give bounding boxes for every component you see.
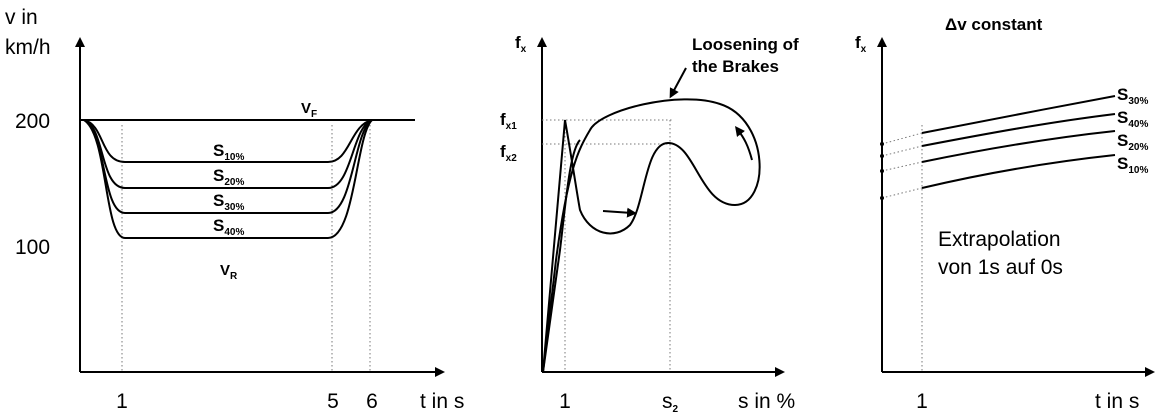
curve-label: S20%	[1117, 131, 1148, 153]
extrapolation	[881, 132, 923, 145]
note: von 1s auf 0s	[938, 256, 1063, 279]
curve-label: S30%	[1117, 85, 1148, 107]
v-f-label: VF	[301, 100, 317, 120]
note: Extrapolation	[938, 228, 1061, 251]
extrapolation	[881, 161, 923, 172]
curve-label: S10%	[213, 141, 244, 163]
x-tick: 5	[327, 390, 339, 413]
extrapolation	[881, 187, 923, 199]
point	[880, 196, 884, 200]
curve-label: S30%	[213, 191, 244, 213]
x-tick: 1	[559, 390, 571, 413]
annotation: Loosening of	[692, 35, 799, 54]
curve-label: S20%	[213, 166, 244, 188]
point	[880, 154, 884, 158]
arrow	[602, 207, 637, 218]
y-tick: 100	[15, 236, 50, 259]
y-label: v in	[5, 6, 38, 29]
v-r-label: VR	[220, 262, 238, 282]
y-label: fx	[515, 33, 527, 55]
x-label: s in %	[738, 390, 795, 413]
curve	[83, 119, 373, 214]
y-label: km/h	[5, 36, 51, 59]
curve	[921, 154, 1116, 189]
point	[880, 142, 884, 146]
point	[880, 169, 884, 173]
arrow	[669, 67, 687, 99]
curve-label: S10%	[1117, 154, 1148, 176]
x-tick: 1	[916, 390, 928, 413]
f-x2-label: fx2	[500, 142, 517, 164]
x-tick: 1	[116, 390, 128, 413]
arrow	[735, 125, 753, 161]
curve	[83, 119, 373, 163]
curve-label: S40%	[1117, 108, 1148, 130]
x-tick: s2	[662, 390, 679, 415]
friction-curve	[542, 98, 761, 373]
y-tick: 200	[15, 110, 50, 133]
f-x1-label: fx1	[500, 110, 517, 132]
x-tick: 6	[366, 390, 378, 413]
curve	[921, 130, 1116, 163]
panel-extrapolation: fx Δv constant S30% S40% S20% S10% Extra…	[855, 15, 1155, 413]
panel-speed: v in km/h 200 100 VF VR S10% S20% S30% S…	[5, 6, 464, 413]
annotation: the Brakes	[692, 57, 779, 76]
curve	[83, 119, 373, 239]
x-label: t in s	[420, 390, 464, 413]
friction-curve	[542, 139, 581, 373]
extrapolation	[881, 145, 923, 157]
curve	[83, 119, 373, 189]
curve-label: S40%	[213, 216, 244, 238]
curve	[921, 95, 1116, 134]
x-label: t in s	[1095, 390, 1139, 413]
y-label: fx	[855, 33, 867, 55]
curve	[921, 113, 1116, 147]
panel-friction: fx fx1 fx2 Loosening of the Brakes 1 s2 …	[500, 33, 799, 415]
panel-title: Δv constant	[945, 15, 1043, 34]
